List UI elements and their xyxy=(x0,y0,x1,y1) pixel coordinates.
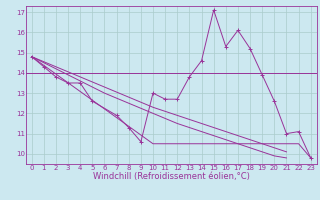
X-axis label: Windchill (Refroidissement éolien,°C): Windchill (Refroidissement éolien,°C) xyxy=(93,172,250,181)
